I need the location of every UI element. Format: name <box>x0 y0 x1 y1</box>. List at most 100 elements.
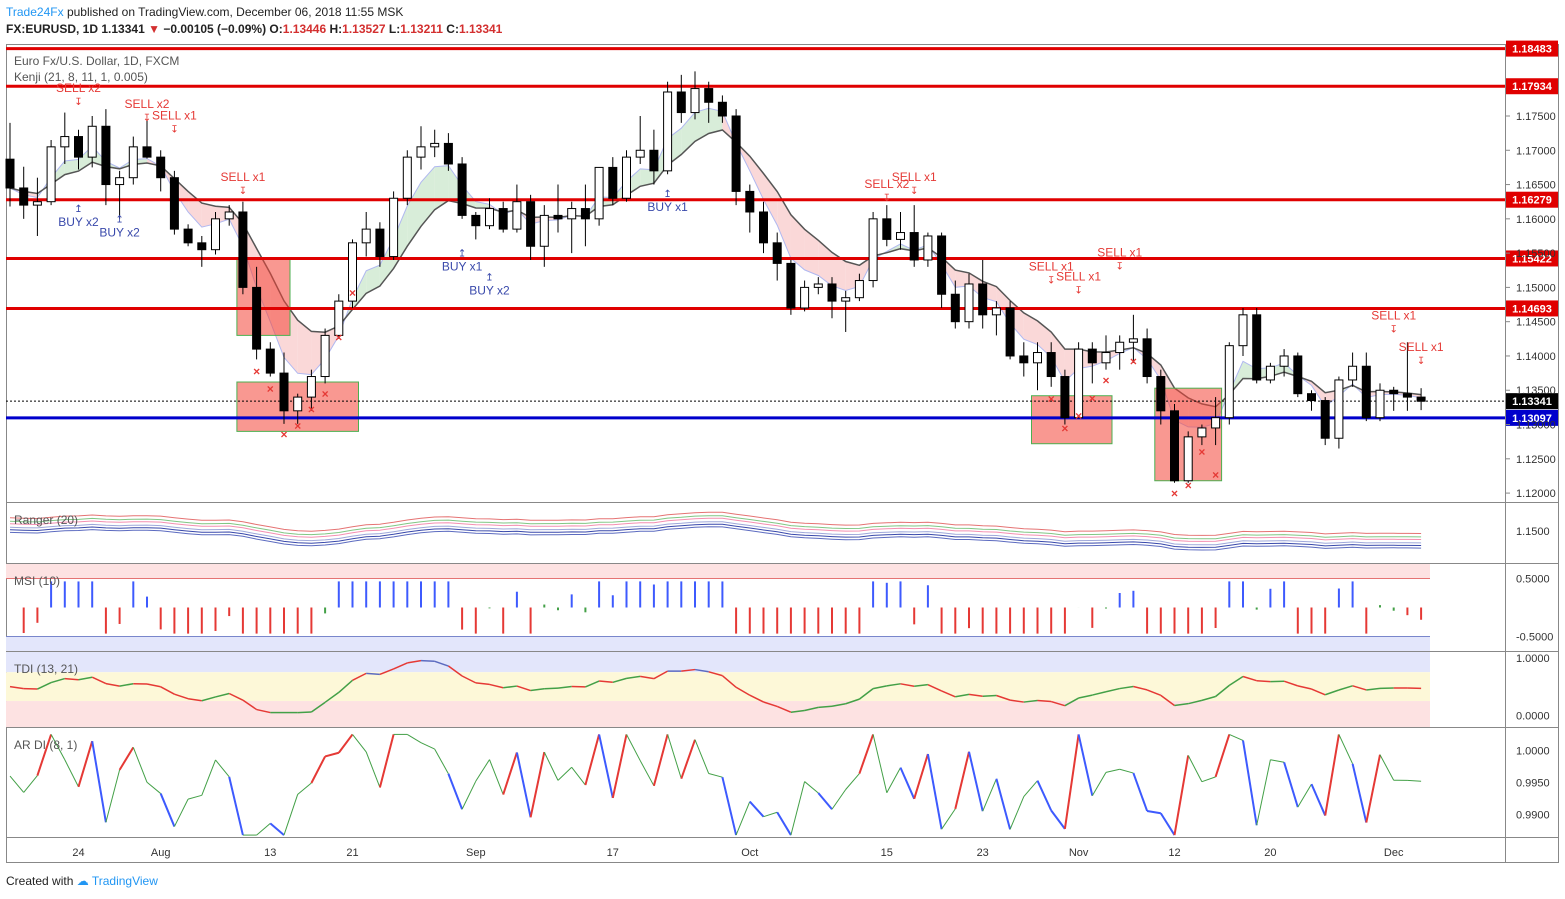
price-pane[interactable]: SELL x2↧ SELL x2↧ SELL x1↧SELL x1↧SELL x2↧… <box>5 47 1505 501</box>
chart-title: Euro Fx/U.S. Dollar, 1D, FXCM <box>14 54 179 68</box>
tdi-line-segment <box>215 692 230 698</box>
tradingview-link[interactable]: TradingView <box>91 874 158 888</box>
y-tick-label: 0.5000 <box>1516 574 1550 586</box>
exit-marker-icon: × <box>322 387 329 401</box>
ardi-line-segment <box>1146 809 1161 815</box>
candle-body <box>1060 376 1070 419</box>
publish-line: Trade24Fx published on TradingView.com, … <box>6 5 403 19</box>
candle-body <box>1361 365 1371 419</box>
tdi-line-segment <box>1242 675 1257 682</box>
exit-marker-icon: × <box>280 428 287 442</box>
tdi-line-segment <box>447 665 463 677</box>
ardi-line-segment <box>1214 734 1231 778</box>
created-with-label: Created with <box>6 874 74 888</box>
candle-body <box>745 190 755 213</box>
level-price-label: 1.18483 <box>1512 44 1552 56</box>
candle-body <box>238 211 248 288</box>
ardi-line-segment <box>23 775 38 793</box>
candle-body <box>1265 365 1275 381</box>
ardi-line-segment <box>886 767 901 793</box>
candle-body <box>950 293 960 323</box>
level-price-tag <box>1506 409 1558 426</box>
ardi-line-segment <box>1365 754 1381 823</box>
ardi-line-segment <box>64 759 79 788</box>
y-tick-label: 1.15000 <box>1516 282 1556 294</box>
ardi-line-segment <box>899 767 916 800</box>
candle-body <box>690 88 700 114</box>
candle-body <box>1142 338 1152 378</box>
candle-body <box>704 88 714 103</box>
tdi-line-segment <box>544 687 559 690</box>
tdi-line-segment <box>790 709 805 713</box>
candle-body <box>1279 355 1289 367</box>
msi-pane[interactable] <box>6 564 1430 651</box>
ranger-line <box>9 511 1422 536</box>
candle-body <box>115 177 125 186</box>
exit-marker-icon: × <box>1212 468 1219 482</box>
tdi-line-segment <box>489 683 504 689</box>
buy-arrow-icon: ↥ <box>74 204 82 215</box>
ardi-line-segment <box>1050 809 1066 830</box>
level-price-tag <box>1506 40 1558 57</box>
candle-body <box>19 187 29 206</box>
publish-info: published on TradingView.com, December 0… <box>66 5 404 19</box>
exit-marker-icon: × <box>335 330 342 344</box>
publisher-name[interactable]: Trade24Fx <box>6 5 64 19</box>
ardi-line-segment <box>434 748 449 775</box>
tradingview-logo-icon[interactable]: ☁ <box>76 874 89 888</box>
buy-signal-label: BUY x2 <box>469 284 510 298</box>
ardi-line-segment <box>543 751 559 781</box>
ranger-line <box>9 521 1422 546</box>
buy-arrow-icon: ↥ <box>458 249 466 260</box>
ardi-line-segment <box>529 751 546 818</box>
open-label: O: <box>269 22 283 36</box>
sell-signal-label: SELL x1 <box>1097 246 1142 260</box>
price-change: −0.00105 (−0.09%) <box>163 22 267 36</box>
tdi-line-segment <box>708 671 723 677</box>
ranger-pane[interactable] <box>9 511 1422 551</box>
candle-body <box>1402 393 1412 398</box>
candle-body <box>731 115 741 192</box>
tdi-pane[interactable] <box>6 652 1430 727</box>
candle-body <box>1156 376 1166 412</box>
ardi-line-segment <box>118 746 135 771</box>
ardi-line-segment <box>954 751 970 810</box>
ardi-line-segment <box>571 766 586 786</box>
sell-signal-label: SELL x1 <box>1399 340 1444 354</box>
ardi-pane[interactable] <box>9 733 1422 836</box>
ardi-line-segment <box>256 822 271 836</box>
tdi-line-segment <box>119 682 134 687</box>
ardi-line-segment <box>1091 772 1107 796</box>
ardi-line-segment <box>982 778 997 812</box>
candle-body <box>252 286 262 350</box>
sell-arrow-icon: ↧ <box>1116 262 1124 273</box>
y-tick-label: 1.12500 <box>1516 454 1556 466</box>
candle-body <box>759 211 768 244</box>
y-tick-label: 1.17000 <box>1516 145 1556 157</box>
ardi-line-segment <box>763 811 778 818</box>
tdi-line-segment <box>818 705 833 709</box>
ranger-line <box>9 515 1422 540</box>
ardi-line-segment <box>845 773 860 790</box>
ardi-line-segment <box>269 822 285 836</box>
ardi-line-segment <box>159 793 176 827</box>
y-tick-label: 1.15500 <box>1516 248 1556 260</box>
candle-body <box>87 125 97 158</box>
buy-signal-label: BUY x2 <box>58 215 99 229</box>
x-tick-label: 21 <box>346 847 358 859</box>
y-tick-label: 0.0000 <box>1516 710 1550 722</box>
kenji-cloud-segment <box>832 252 846 291</box>
chart-canvas[interactable]: SELL x2↧ SELL x2↧ SELL x1↧SELL x1↧SELL x2↧… <box>0 0 1565 870</box>
candle-body <box>375 228 385 258</box>
tdi-line-segment <box>1092 691 1107 696</box>
ardi-line-segment <box>817 792 833 810</box>
candle-body <box>389 197 399 258</box>
tdi-line-segment <box>78 676 93 681</box>
candle-body <box>156 156 166 179</box>
ardi-line-segment <box>352 734 367 753</box>
tdi-line-segment <box>640 675 655 680</box>
ardi-line-segment <box>365 751 381 788</box>
candle-body <box>485 208 494 227</box>
kenji-cloud-segment <box>421 166 435 227</box>
candle-body <box>512 201 522 230</box>
